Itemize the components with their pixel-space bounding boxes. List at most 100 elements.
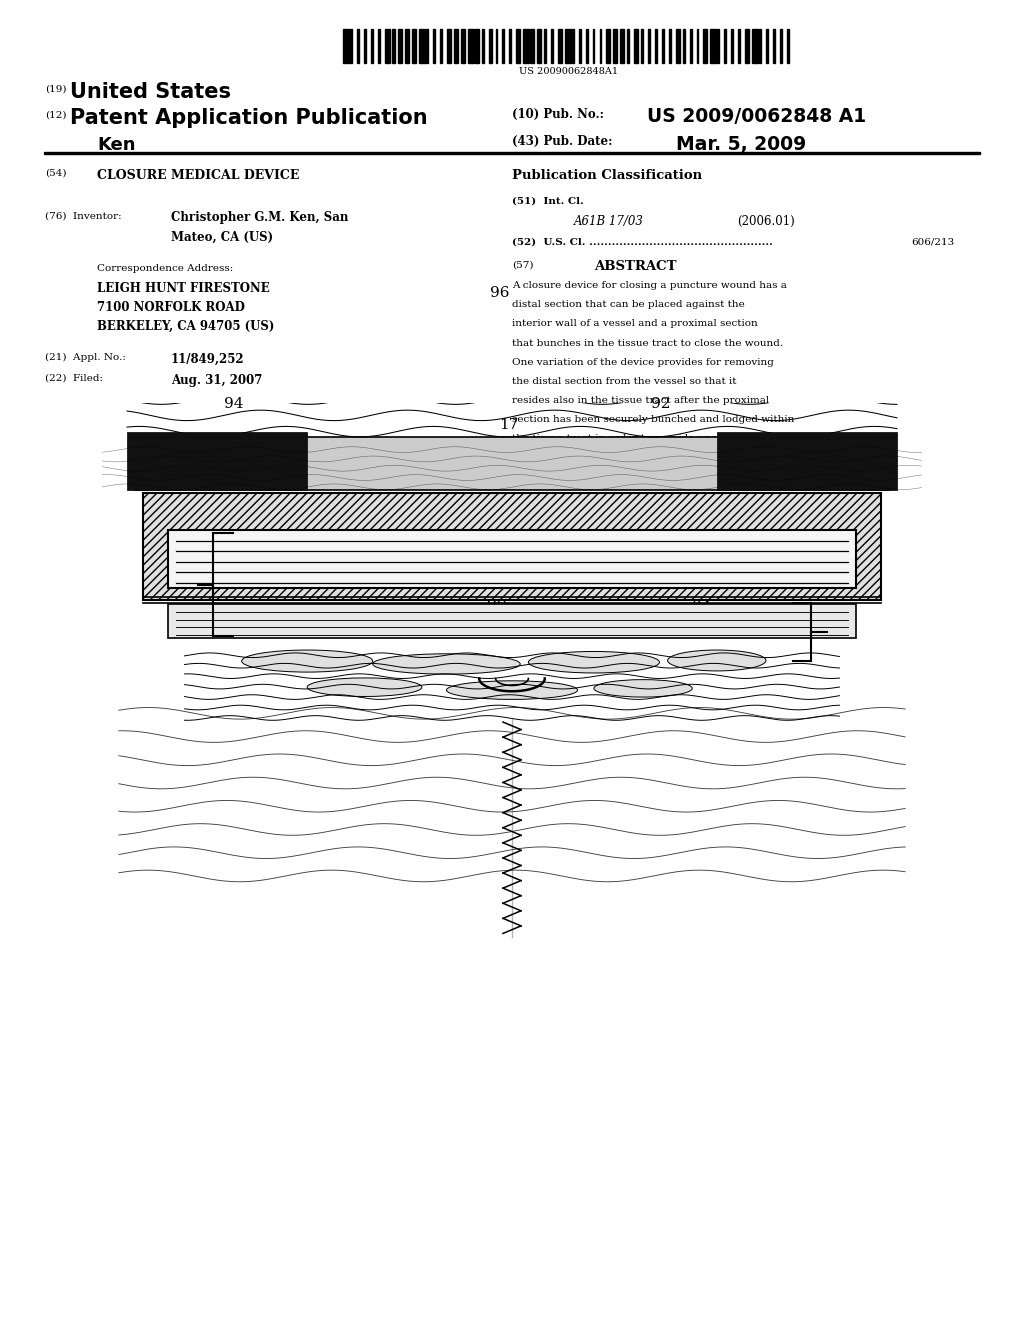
Ellipse shape — [373, 653, 520, 675]
Bar — [662, 29, 664, 63]
Ellipse shape — [594, 680, 692, 697]
Ellipse shape — [242, 649, 373, 672]
Bar — [599, 29, 601, 63]
Text: 84: 84 — [692, 601, 711, 614]
Bar — [398, 29, 402, 63]
Text: Christopher G.M. Ken, San: Christopher G.M. Ken, San — [171, 211, 348, 224]
Bar — [391, 29, 395, 63]
Bar — [696, 29, 698, 63]
Bar — [655, 29, 656, 63]
Text: the distal section from the vessel so that it: the distal section from the vessel so th… — [512, 376, 736, 385]
Bar — [378, 29, 380, 63]
Text: 86: 86 — [636, 498, 654, 511]
Bar — [461, 29, 465, 63]
Bar — [496, 29, 498, 63]
Text: fluid flow in the vessel.: fluid flow in the vessel. — [512, 453, 634, 462]
Text: 96: 96 — [489, 286, 510, 300]
Bar — [475, 29, 478, 63]
Text: Mar. 5, 2009: Mar. 5, 2009 — [676, 135, 806, 153]
Bar — [419, 29, 425, 63]
Text: ABSTRACT: ABSTRACT — [594, 260, 676, 273]
Text: section has been securely bunched and lodged within: section has been securely bunched and lo… — [512, 414, 795, 424]
Bar — [773, 29, 775, 63]
Bar — [551, 29, 553, 63]
Text: US 20090062848A1: US 20090062848A1 — [519, 67, 617, 77]
Bar — [606, 29, 610, 63]
Text: 90: 90 — [486, 598, 507, 611]
Bar — [503, 29, 505, 63]
Ellipse shape — [528, 652, 659, 673]
Bar — [168, 605, 856, 638]
Text: the tissue tract in order to provide unobstructed: the tissue tract in order to provide uno… — [512, 434, 768, 444]
Text: (19): (19) — [45, 84, 67, 94]
Text: (51)  Int. Cl.: (51) Int. Cl. — [512, 197, 584, 206]
Bar — [406, 29, 410, 63]
Bar — [447, 29, 451, 63]
Bar — [613, 29, 617, 63]
Bar — [593, 29, 595, 63]
Bar — [544, 29, 546, 63]
Text: CLOSURE MEDICAL DEVICE: CLOSURE MEDICAL DEVICE — [97, 169, 300, 182]
Text: (12): (12) — [45, 111, 67, 120]
Bar — [454, 29, 458, 63]
Polygon shape — [127, 432, 307, 490]
Text: (22)  Filed:: (22) Filed: — [45, 374, 103, 383]
Text: United States: United States — [70, 82, 230, 102]
Bar — [44, 152, 980, 153]
Bar — [711, 29, 716, 63]
Bar — [426, 29, 428, 63]
Bar — [752, 29, 758, 63]
Text: Aug. 31, 2007: Aug. 31, 2007 — [171, 374, 262, 387]
Bar — [516, 29, 520, 63]
Text: distal section that can be placed against the: distal section that can be placed agains… — [512, 300, 744, 309]
Text: 92: 92 — [650, 397, 671, 411]
Bar — [509, 29, 511, 63]
Text: 7100 NORFOLK ROAD: 7100 NORFOLK ROAD — [97, 301, 245, 314]
Bar — [468, 29, 473, 63]
Text: 17: 17 — [500, 418, 518, 432]
Text: 11/849,252: 11/849,252 — [171, 352, 245, 366]
Bar — [779, 29, 781, 63]
Bar — [558, 29, 562, 63]
Text: A closure device for closing a puncture wound has a: A closure device for closing a puncture … — [512, 281, 786, 290]
Text: that bunches in the tissue tract to close the wound.: that bunches in the tissue tract to clos… — [512, 338, 783, 347]
Bar — [718, 29, 719, 63]
Bar — [676, 29, 680, 63]
Bar — [766, 29, 768, 63]
Bar — [168, 531, 856, 589]
Ellipse shape — [446, 681, 578, 700]
Bar — [371, 29, 373, 63]
Bar — [641, 29, 643, 63]
Bar — [628, 29, 629, 63]
Text: (43) Pub. Date:: (43) Pub. Date: — [512, 135, 612, 148]
Bar — [669, 29, 671, 63]
Ellipse shape — [307, 678, 422, 697]
Bar — [135, 437, 889, 490]
Bar — [143, 492, 881, 601]
Text: (76)  Inventor:: (76) Inventor: — [45, 211, 122, 220]
Bar — [523, 29, 529, 63]
Bar — [571, 29, 573, 63]
Bar — [648, 29, 650, 63]
Text: A61B 17/03: A61B 17/03 — [573, 215, 643, 228]
Text: One variation of the device provides for removing: One variation of the device provides for… — [512, 358, 774, 367]
Bar — [343, 29, 349, 63]
Text: interior wall of a vessel and a proximal section: interior wall of a vessel and a proximal… — [512, 319, 758, 329]
Text: 80: 80 — [237, 458, 255, 471]
Text: 606/213: 606/213 — [911, 238, 954, 247]
Bar — [385, 29, 390, 63]
Text: Patent Application Publication: Patent Application Publication — [70, 108, 427, 128]
Bar — [724, 29, 726, 63]
Bar — [731, 29, 733, 63]
Bar — [440, 29, 442, 63]
Text: Publication Classification: Publication Classification — [512, 169, 702, 182]
Text: Ken: Ken — [97, 136, 136, 154]
Bar — [565, 29, 570, 63]
Text: Correspondence Address:: Correspondence Address: — [97, 264, 233, 273]
Bar — [586, 29, 588, 63]
Bar — [357, 29, 358, 63]
Text: US 2009/0062848 A1: US 2009/0062848 A1 — [647, 107, 866, 125]
Bar — [759, 29, 761, 63]
Bar — [364, 29, 366, 63]
Text: (54): (54) — [45, 169, 67, 178]
